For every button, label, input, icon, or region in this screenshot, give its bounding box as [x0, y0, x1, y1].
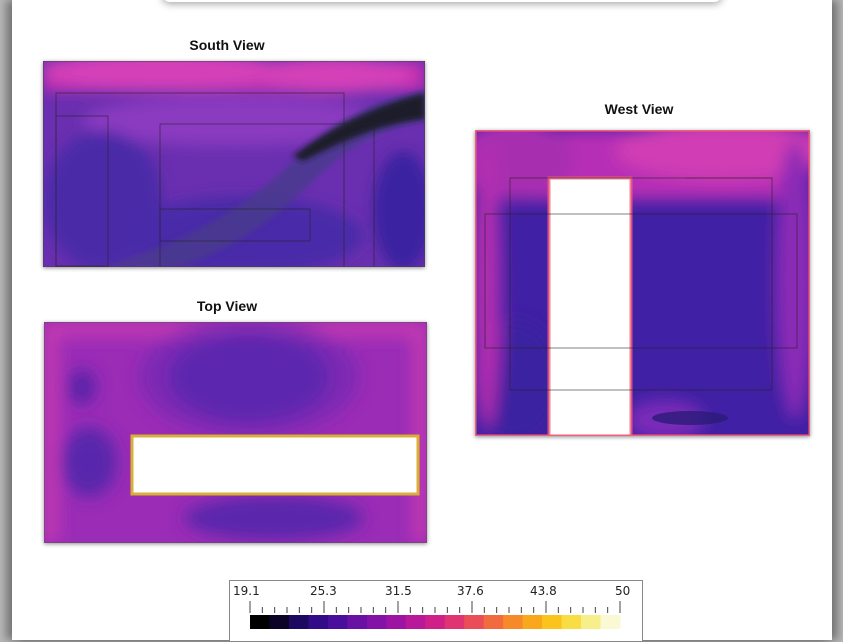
legend-color-swatch	[444, 615, 465, 629]
legend-color-swatch	[561, 615, 582, 629]
legend-color-swatch	[366, 615, 387, 629]
south-view-title: South View	[189, 37, 265, 53]
legend-color-swatch	[522, 615, 543, 629]
page-edge	[162, 0, 722, 2]
legend-color-swatch	[503, 615, 524, 629]
south-view-heatmap	[43, 61, 425, 267]
legend-tick-label: 25.3	[310, 584, 337, 598]
color-scale-legend: 19.1 25.3 31.5 37.6 43.8 50	[229, 580, 643, 642]
legend-color-swatch	[250, 615, 270, 629]
legend-color-swatch	[425, 615, 446, 629]
report-page: South View	[12, 0, 832, 642]
legend-tick-label: 19.1	[233, 584, 260, 598]
legend-color-swatch	[347, 615, 368, 629]
legend-color-swatch	[464, 615, 485, 629]
legend-color-swatch	[542, 615, 563, 629]
legend-tick-label: 37.6	[457, 584, 484, 598]
legend-color-swatch	[405, 615, 426, 629]
legend-color-swatch	[327, 615, 348, 629]
west-view-heatmap	[475, 130, 810, 436]
legend-color-bar	[249, 601, 621, 629]
legend-color-swatch	[269, 615, 290, 629]
legend-color-swatch	[581, 615, 602, 629]
legend-color-swatch	[288, 615, 309, 629]
legend-color-swatch	[308, 615, 329, 629]
top-view-title: Top View	[196, 298, 258, 314]
west-view-title: West View	[604, 101, 674, 117]
legend-color-swatch	[483, 615, 504, 629]
top-view-heatmap	[44, 322, 427, 543]
legend-color-swatch	[600, 615, 621, 629]
legend-tick-label: 50	[615, 584, 631, 598]
legend-tick-label: 31.5	[385, 584, 412, 598]
legend-color-swatch	[386, 615, 407, 629]
legend-tick-label: 43.8	[530, 584, 557, 598]
